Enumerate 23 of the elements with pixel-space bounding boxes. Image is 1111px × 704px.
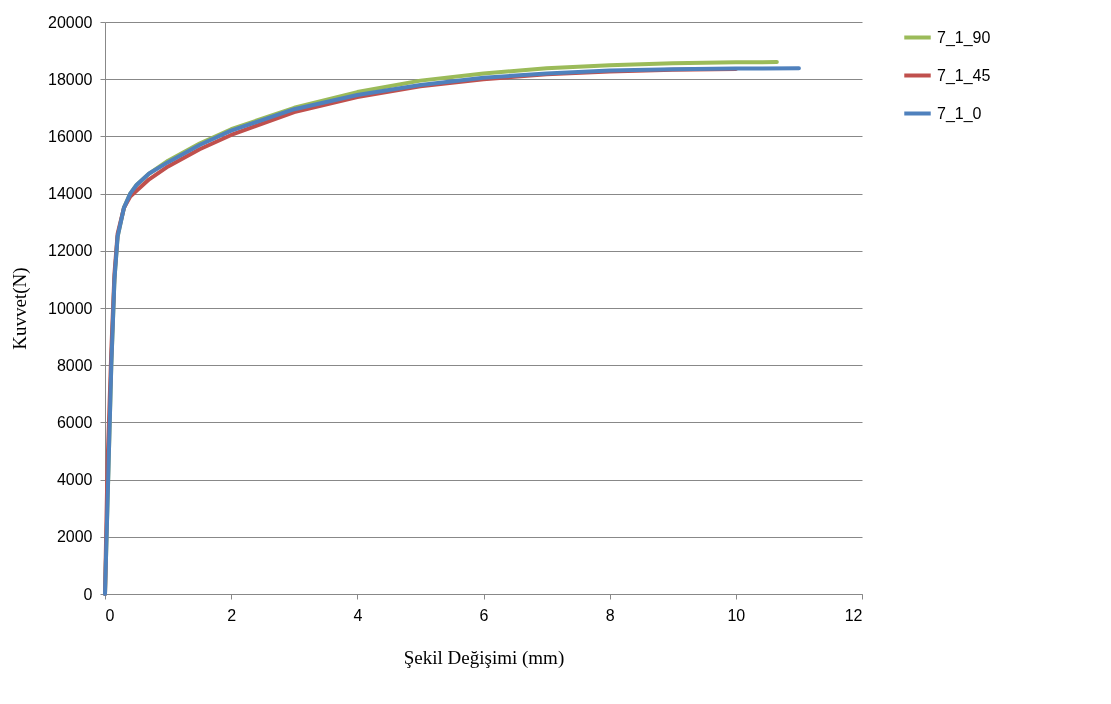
y-tick-label: 18000 <box>48 70 93 88</box>
y-axis-title: Kuvvet(N) <box>9 267 32 350</box>
y-tick-label: 0 <box>83 585 93 603</box>
y-tick-label: 4000 <box>56 471 93 489</box>
legend-label: 7_1_0 <box>937 104 982 123</box>
legend-label: 7_1_90 <box>937 28 991 47</box>
x-tick-label: 2 <box>227 606 237 624</box>
y-tick-label: 10000 <box>48 299 93 317</box>
y-tick-label: 16000 <box>48 127 93 145</box>
y-tick-label: 8000 <box>56 356 93 374</box>
y-tick-label: 12000 <box>48 242 93 260</box>
y-tick-label: 2000 <box>56 528 93 546</box>
x-tick-label: 0 <box>105 606 115 624</box>
x-tick-label: 12 <box>844 606 863 624</box>
legend-label: 7_1_45 <box>937 66 991 85</box>
y-tick-label: 6000 <box>56 413 93 431</box>
x-axis-title: Şekil Değişimi (mm) <box>403 646 565 669</box>
x-tick-label: 8 <box>605 606 615 624</box>
x-tick-label: 4 <box>353 606 363 624</box>
y-tick-label: 14000 <box>48 185 93 203</box>
y-tick-label: 20000 <box>48 13 93 31</box>
x-tick-label: 10 <box>727 606 746 624</box>
x-tick-label: 6 <box>479 606 489 624</box>
